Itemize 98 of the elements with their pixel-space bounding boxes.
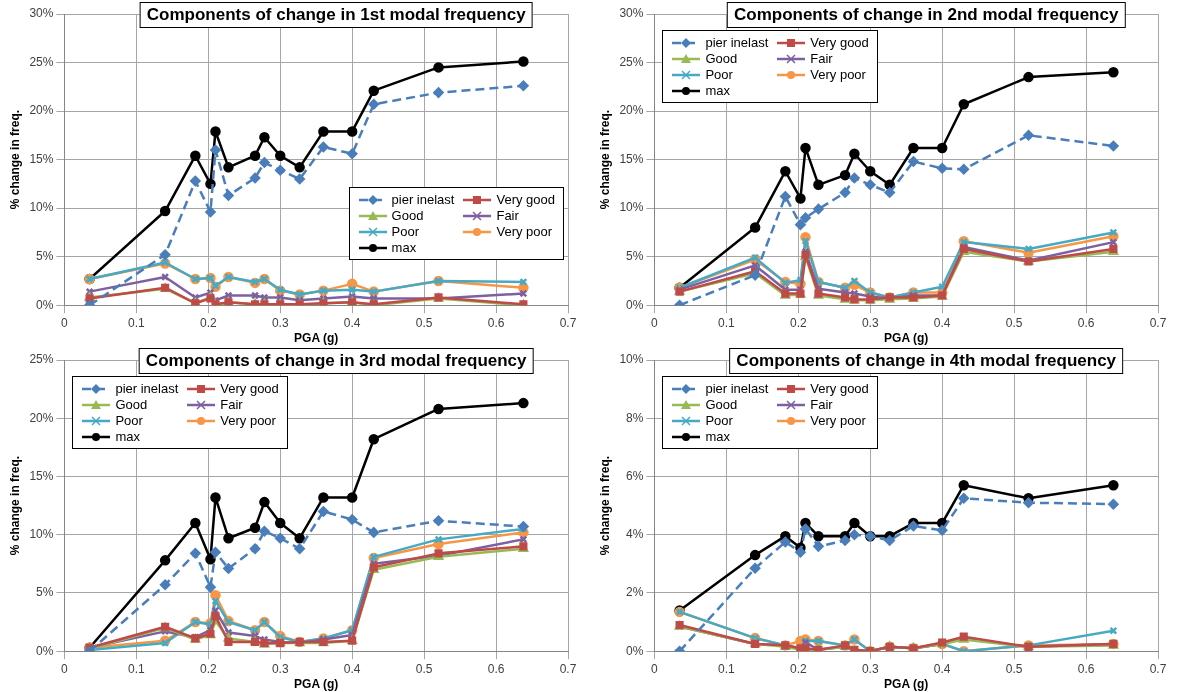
x-tick-label: 0 xyxy=(61,315,69,330)
y-tick-label: 25% xyxy=(29,54,54,69)
x-tick-label: 0 xyxy=(651,661,659,676)
legend-label: Good xyxy=(705,397,738,412)
x-tick-label: 0.2 xyxy=(199,315,217,330)
y-tick-label: 0% xyxy=(626,643,644,658)
y-tick-label: 20% xyxy=(619,103,644,118)
legend-label: Poor xyxy=(115,413,143,428)
x-tick-label: 0 xyxy=(651,315,659,330)
x-tick-label: 0.3 xyxy=(861,315,879,330)
chart-title: Components of change in 3rd modal frequency xyxy=(138,348,534,374)
legend-label: Fair xyxy=(220,397,243,412)
x-tick-label: 0.7 xyxy=(559,315,577,330)
y-tick-label: 20% xyxy=(29,103,54,118)
y-tick-label: 8% xyxy=(626,410,644,425)
x-tick-label: 0.6 xyxy=(1077,661,1095,676)
legend-label: Very poor xyxy=(810,413,866,428)
x-tick-label: 0.5 xyxy=(415,661,433,676)
y-tick-label: 15% xyxy=(619,151,644,166)
x-tick-label: 0.5 xyxy=(415,315,433,330)
legend-label: max xyxy=(391,240,417,256)
y-axis-title: % change in freq. xyxy=(7,109,22,210)
y-tick-label: 20% xyxy=(29,410,54,425)
legend-label: max xyxy=(705,429,730,444)
y-tick-label: 15% xyxy=(29,151,54,166)
x-tick-label: 0.1 xyxy=(718,661,736,676)
x-tick-label: 0.6 xyxy=(487,315,505,330)
y-tick-label: 30% xyxy=(29,6,54,21)
legend-label: Good xyxy=(705,51,738,66)
legend-label: max xyxy=(705,83,730,98)
x-tick-label: 0.5 xyxy=(1005,315,1023,330)
legend-label: Very good xyxy=(220,381,279,396)
y-tick-label: 5% xyxy=(626,248,644,263)
y-tick-label: 4% xyxy=(626,527,644,542)
x-tick-label: 0.4 xyxy=(343,315,361,330)
y-tick-label: 30% xyxy=(619,6,644,21)
legend-label: pier inelast xyxy=(705,381,769,396)
legend-label: Fair xyxy=(496,208,519,224)
y-tick-label: 10% xyxy=(29,200,54,215)
y-tick-label: 15% xyxy=(29,468,54,483)
chart-title: Components of change in 1st modal frequency xyxy=(139,2,533,28)
legend-label: Good xyxy=(115,397,148,412)
x-axis-title: PGA (g) xyxy=(294,677,339,692)
x-axis-title: PGA (g) xyxy=(294,331,339,346)
y-tick-label: 10% xyxy=(29,527,54,542)
y-axis-title: % change in freq. xyxy=(7,455,22,556)
legend-label: Very good xyxy=(496,192,555,208)
x-tick-label: 0.3 xyxy=(271,661,289,676)
legend-label: Fair xyxy=(810,51,833,66)
y-tick-label: 0% xyxy=(36,643,54,658)
x-tick-label: 0.4 xyxy=(343,661,361,676)
x-tick-label: 0.1 xyxy=(128,315,146,330)
x-tick-label: 0 xyxy=(61,661,69,676)
x-tick-label: 0.2 xyxy=(789,315,807,330)
y-axis-title: % change in freq. xyxy=(597,455,612,556)
legend-label: Fair xyxy=(810,397,833,412)
x-tick-label: 0.7 xyxy=(1149,315,1167,330)
legend-label: Poor xyxy=(705,413,733,428)
x-tick-label: 0.2 xyxy=(199,661,217,676)
legend-label: Very poor xyxy=(810,67,866,82)
chart-title: Components of change in 2nd modal frequency xyxy=(726,2,1126,28)
x-tick-label: 0.3 xyxy=(861,661,879,676)
x-axis-title: PGA (g) xyxy=(884,677,929,692)
x-tick-label: 0.4 xyxy=(933,661,951,676)
y-tick-label: 2% xyxy=(626,585,644,600)
legend-label: pier inelast xyxy=(705,35,769,50)
y-tick-label: 25% xyxy=(29,352,54,367)
y-tick-label: 5% xyxy=(36,585,54,600)
y-tick-label: 10% xyxy=(619,352,644,367)
legend-label: Very poor xyxy=(496,224,553,240)
legend-label: Good xyxy=(391,208,424,224)
chart-title: Components of change in 4th modal frequency xyxy=(729,348,1124,374)
x-tick-label: 0.1 xyxy=(128,661,146,676)
y-tick-label: 6% xyxy=(626,468,644,483)
y-axis-title: % change in freq. xyxy=(597,109,612,210)
x-tick-label: 0.3 xyxy=(271,315,289,330)
legend-label: pier inelast xyxy=(115,381,179,396)
y-tick-label: 5% xyxy=(36,248,54,263)
x-tick-label: 0.5 xyxy=(1005,661,1023,676)
y-tick-label: 10% xyxy=(619,200,644,215)
x-tick-label: 0.7 xyxy=(559,661,577,676)
y-tick-label: 0% xyxy=(36,297,54,312)
x-tick-label: 0.6 xyxy=(1077,315,1095,330)
y-tick-label: 0% xyxy=(626,297,644,312)
legend-label: Very poor xyxy=(220,413,276,428)
legend-label: Very good xyxy=(810,381,869,396)
y-tick-label: 25% xyxy=(619,54,644,69)
legend-label: Very good xyxy=(810,35,869,50)
x-tick-label: 0.7 xyxy=(1149,661,1167,676)
x-tick-label: 0.1 xyxy=(718,315,736,330)
x-axis-title: PGA (g) xyxy=(884,331,929,346)
x-tick-label: 0.6 xyxy=(487,661,505,676)
legend-label: Poor xyxy=(705,67,733,82)
legend-label: Poor xyxy=(391,224,420,240)
x-tick-label: 0.2 xyxy=(789,661,807,676)
legend-label: pier inelast xyxy=(391,192,455,208)
legend-label: max xyxy=(115,429,140,444)
x-tick-label: 0.4 xyxy=(933,315,951,330)
